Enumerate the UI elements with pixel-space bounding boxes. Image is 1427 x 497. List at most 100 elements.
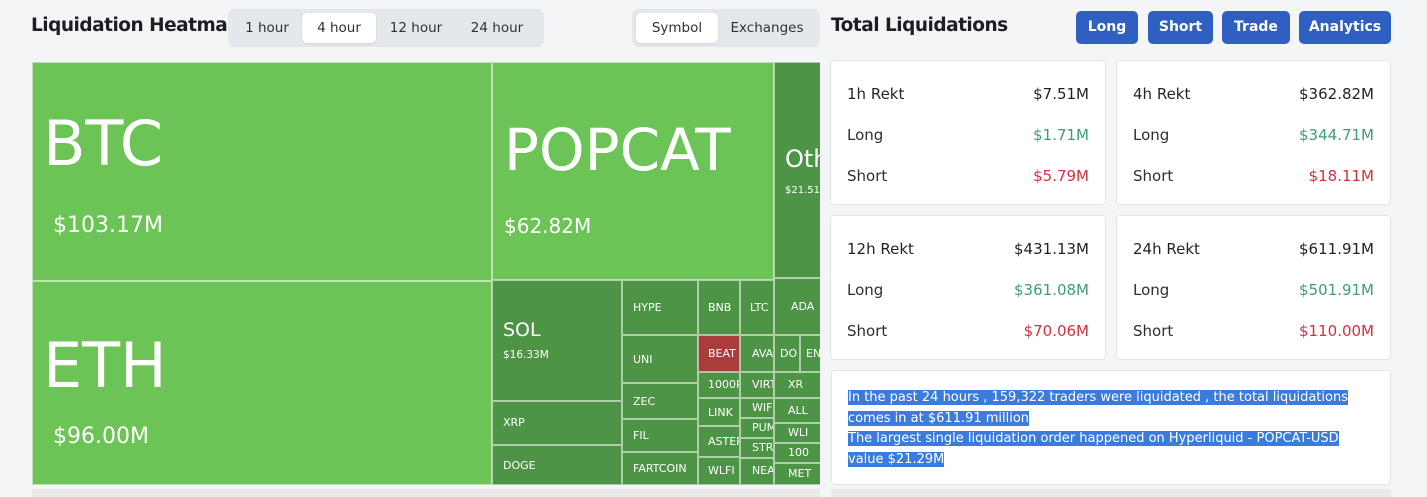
tile-xrp[interactable]: XRP: [492, 401, 622, 445]
next-panel-edge: [831, 489, 1391, 497]
tile-met[interactable]: MET: [774, 463, 820, 485]
tile-xr[interactable]: XR: [774, 372, 820, 398]
tile-hype[interactable]: HYPE: [622, 280, 698, 335]
tile-btc[interactable]: BTC $103.17M: [32, 62, 492, 281]
liquidation-treemap: BTC $103.17M ETH $96.00M POPCAT $62.82M …: [32, 62, 820, 485]
time-option-24h[interactable]: 24 hour: [470, 20, 524, 36]
card-short-row: Short $18.11M: [1133, 167, 1374, 187]
view-option-symbol[interactable]: Symbol: [636, 13, 718, 43]
tile-symbol: EN: [806, 347, 820, 360]
trade-button[interactable]: Trade: [1222, 11, 1290, 44]
summary-line-2: The largest single liquidation order hap…: [848, 431, 1339, 467]
tile-symbol: AVA: [752, 347, 774, 360]
tile-fil[interactable]: FIL: [622, 419, 698, 452]
card-label: 24h Rekt: [1133, 240, 1200, 258]
time-option-4h[interactable]: 4 hour: [302, 13, 376, 43]
tile-do[interactable]: DO: [774, 335, 800, 372]
tile-zec[interactable]: ZEC: [622, 383, 698, 419]
short-label: Short: [847, 322, 888, 340]
short-value: $5.79M: [1033, 167, 1089, 185]
tile-1000p[interactable]: 1000P: [698, 372, 740, 398]
card-header: 4h Rekt $362.82M: [1133, 85, 1374, 105]
tile-others[interactable]: Oth $21.51: [774, 62, 820, 278]
tile-symbol: BNB: [708, 301, 732, 314]
tile-symbol: ADA: [791, 300, 815, 313]
tile-eth[interactable]: ETH $96.00M: [32, 281, 492, 485]
card-long-row: Long $361.08M: [847, 281, 1089, 301]
tile-bnb[interactable]: BNB: [698, 280, 740, 335]
long-label: Long: [1133, 126, 1170, 144]
tile-doge[interactable]: DOGE: [492, 445, 622, 485]
stat-card-24h: 24h Rekt $611.91M Long $501.91M Short $1…: [1116, 215, 1391, 360]
tile-symbol: LINK: [708, 406, 733, 419]
tile-symbol: STRI: [752, 441, 774, 454]
stat-card-4h: 4h Rekt $362.82M Long $344.71M Short $18…: [1116, 60, 1391, 205]
tile-value: $62.82M: [504, 214, 592, 238]
long-button[interactable]: Long: [1076, 11, 1138, 44]
tile-ava[interactable]: AVA: [740, 335, 774, 372]
tile-value: $16.33M: [503, 349, 549, 361]
card-long-row: Long $344.71M: [1133, 126, 1374, 146]
tile-symbol: HYPE: [633, 301, 662, 314]
tile-symbol: VIRT: [752, 378, 774, 391]
tile-popcat[interactable]: POPCAT $62.82M: [492, 62, 774, 280]
short-value: $18.11M: [1308, 167, 1374, 185]
time-range-selector: 1 hour 4 hour 12 hour 24 hour: [228, 9, 544, 47]
tile-beat[interactable]: BEAT: [698, 335, 740, 372]
tile-fartcoin[interactable]: FARTCOIN: [622, 452, 698, 485]
card-long-row: Long $1.71M: [847, 126, 1089, 146]
tile-virt[interactable]: VIRT: [740, 372, 774, 398]
tile-symbol: LTC: [750, 301, 769, 314]
tile-symbol: WIF: [752, 401, 773, 414]
tile-pum[interactable]: PUM: [740, 418, 774, 438]
tile-near[interactable]: NEA: [740, 458, 774, 485]
tile-link[interactable]: LINK: [698, 398, 740, 426]
tile-symbol: ETH: [43, 329, 167, 402]
tile-sol[interactable]: SOL $16.33M: [492, 280, 622, 401]
tile-symbol: XRP: [503, 416, 525, 429]
tile-symbol: FARTCOIN: [633, 462, 687, 475]
short-label: Short: [847, 167, 888, 185]
summary-text[interactable]: In the past 24 hours , 159,322 traders w…: [848, 388, 1368, 470]
long-value: $361.08M: [1014, 281, 1089, 299]
view-option-exchanges[interactable]: Exchanges: [730, 20, 804, 36]
tile-symbol: BTC: [43, 107, 164, 180]
tile-ltc[interactable]: LTC: [740, 280, 774, 335]
tile-en[interactable]: EN: [800, 335, 820, 372]
tile-aster[interactable]: ASTER: [698, 426, 740, 457]
short-value: $70.06M: [1023, 322, 1089, 340]
tile-100[interactable]: 100: [774, 443, 820, 463]
tile-symbol: BEAT: [708, 347, 736, 360]
card-header: 24h Rekt $611.91M: [1133, 240, 1374, 260]
card-short-row: Short $70.06M: [847, 322, 1089, 342]
tile-symbol: SOL: [503, 319, 541, 341]
card-total: $611.91M: [1299, 240, 1374, 258]
liquidation-summary: In the past 24 hours , 159,322 traders w…: [831, 370, 1391, 485]
tile-all[interactable]: ALL: [774, 398, 820, 423]
tile-ada[interactable]: ADA: [774, 278, 820, 335]
tile-wif[interactable]: WIF: [740, 398, 774, 418]
long-value: $1.71M: [1033, 126, 1089, 144]
long-label: Long: [847, 126, 884, 144]
tile-uni[interactable]: UNI: [622, 335, 698, 383]
card-header: 1h Rekt $7.51M: [847, 85, 1089, 105]
analytics-button[interactable]: Analytics: [1299, 11, 1391, 44]
short-button[interactable]: Short: [1148, 11, 1213, 44]
tile-wlfi[interactable]: WLFI: [698, 457, 740, 485]
card-header: 12h Rekt $431.13M: [847, 240, 1089, 260]
long-label: Long: [847, 281, 884, 299]
card-label: 12h Rekt: [847, 240, 914, 258]
short-label: Short: [1133, 167, 1174, 185]
card-label: 4h Rekt: [1133, 85, 1191, 103]
tile-symbol: MET: [788, 467, 812, 480]
time-option-12h[interactable]: 12 hour: [389, 20, 443, 36]
card-label: 1h Rekt: [847, 85, 905, 103]
card-short-row: Short $110.00M: [1133, 322, 1374, 342]
tile-wl[interactable]: WLI: [774, 423, 820, 443]
card-total: $362.82M: [1299, 85, 1374, 103]
tile-strk[interactable]: STRI: [740, 438, 774, 458]
tile-symbol: 100: [788, 446, 809, 459]
time-option-1h[interactable]: 1 hour: [245, 20, 289, 36]
long-value: $344.71M: [1299, 126, 1374, 144]
summary-line-1: In the past 24 hours , 159,322 traders w…: [848, 390, 1348, 426]
